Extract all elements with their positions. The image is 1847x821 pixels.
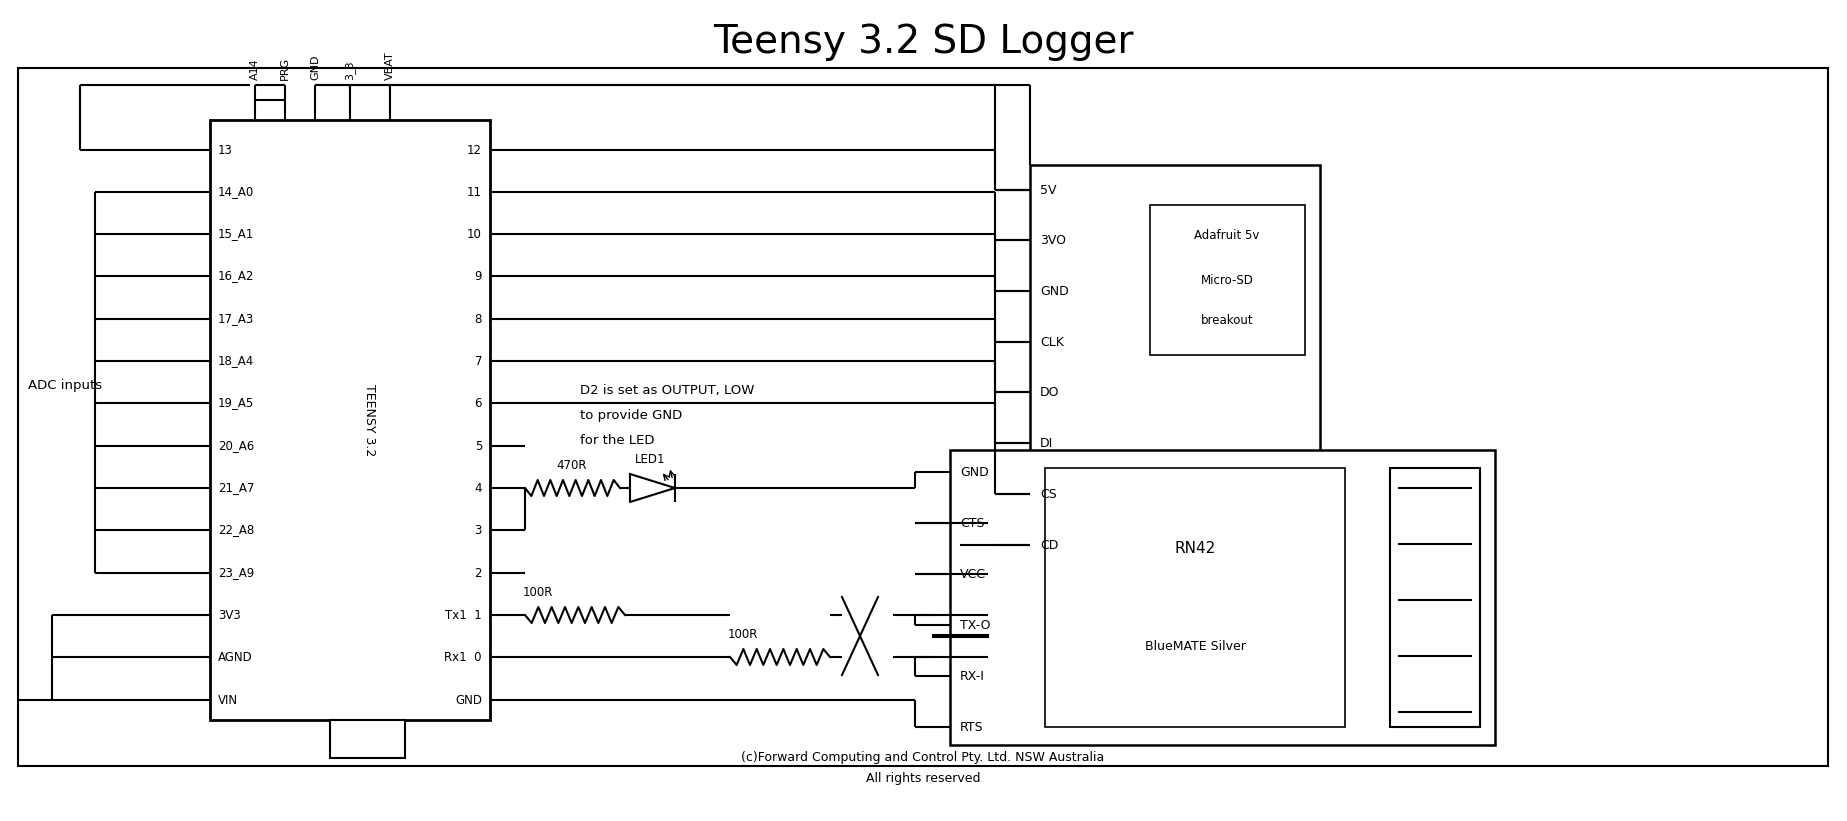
Text: breakout: breakout: [1201, 314, 1254, 327]
Text: 2: 2: [475, 566, 482, 580]
Text: GND: GND: [454, 694, 482, 707]
Bar: [949, 450, 1494, 745]
Text: 100R: 100R: [523, 586, 554, 599]
Text: 18_A4: 18_A4: [218, 355, 255, 368]
Text: to provide GND: to provide GND: [580, 409, 682, 421]
Text: TX-O: TX-O: [960, 618, 990, 631]
Text: 9: 9: [475, 269, 482, 282]
Text: 8: 8: [475, 313, 482, 325]
Text: GND: GND: [310, 54, 320, 80]
Text: 3: 3: [475, 524, 482, 536]
Text: AGND: AGND: [218, 650, 253, 663]
Bar: [331, 720, 404, 758]
Text: 14_A0: 14_A0: [218, 186, 255, 199]
Text: GND: GND: [1040, 285, 1069, 297]
Text: Tx1  1: Tx1 1: [445, 608, 482, 621]
Bar: [1151, 205, 1306, 355]
Text: Teensy 3.2 SD Logger: Teensy 3.2 SD Logger: [713, 23, 1134, 61]
Text: RX-I: RX-I: [960, 669, 984, 682]
Text: 20_A6: 20_A6: [218, 439, 255, 452]
Text: 100R: 100R: [728, 628, 759, 641]
Bar: [211, 120, 489, 720]
Text: RN42: RN42: [1175, 540, 1215, 556]
Text: DO: DO: [1040, 386, 1060, 398]
Text: VIN: VIN: [218, 694, 238, 707]
Text: Micro-SD: Micro-SD: [1201, 273, 1254, 287]
Text: 19_A5: 19_A5: [218, 397, 255, 410]
Text: 4: 4: [475, 481, 482, 494]
Text: 3V3: 3V3: [218, 608, 240, 621]
Text: D2 is set as OUTPUT, LOW: D2 is set as OUTPUT, LOW: [580, 383, 754, 397]
Text: 22_A8: 22_A8: [218, 524, 255, 536]
Text: A14: A14: [249, 58, 260, 80]
Text: ADC inputs: ADC inputs: [28, 378, 102, 392]
Text: 15_A1: 15_A1: [218, 227, 255, 241]
Bar: [1031, 165, 1321, 560]
Text: 10: 10: [467, 227, 482, 241]
Text: VBAT: VBAT: [384, 51, 395, 80]
Text: GND: GND: [960, 466, 988, 479]
Bar: [18, 68, 1829, 766]
Text: Rx1  0: Rx1 0: [445, 650, 482, 663]
Text: CD: CD: [1040, 539, 1058, 552]
Text: CS: CS: [1040, 488, 1056, 501]
Text: BlueMATE Silver: BlueMATE Silver: [1145, 640, 1245, 653]
Text: 6: 6: [475, 397, 482, 410]
Text: 16_A2: 16_A2: [218, 269, 255, 282]
Bar: [1391, 468, 1479, 727]
Text: 5V: 5V: [1040, 184, 1056, 196]
Text: PRG: PRG: [281, 57, 290, 80]
Text: CTS: CTS: [960, 516, 984, 530]
Text: 11: 11: [467, 186, 482, 199]
Text: DI: DI: [1040, 437, 1053, 450]
Bar: [933, 635, 988, 637]
Text: CLK: CLK: [1040, 336, 1064, 348]
Text: 12: 12: [467, 144, 482, 157]
Text: 21_A7: 21_A7: [218, 481, 255, 494]
Bar: [1045, 468, 1345, 727]
Text: for the LED: for the LED: [580, 433, 654, 447]
Text: 23_A9: 23_A9: [218, 566, 255, 580]
Text: 470R: 470R: [556, 459, 587, 472]
Text: LED1: LED1: [635, 453, 665, 466]
Text: 5: 5: [475, 439, 482, 452]
Text: 3_3: 3_3: [345, 61, 355, 80]
Text: VCC: VCC: [960, 567, 986, 580]
Text: 17_A3: 17_A3: [218, 313, 255, 325]
Text: Adafruit 5v: Adafruit 5v: [1195, 228, 1260, 241]
Text: TEENSY 3.2: TEENSY 3.2: [364, 384, 377, 456]
Text: 3VO: 3VO: [1040, 233, 1066, 246]
Text: 13: 13: [218, 144, 233, 157]
Text: 7: 7: [475, 355, 482, 368]
Text: (c)Forward Computing and Control Pty. Ltd. NSW Australia: (c)Forward Computing and Control Pty. Lt…: [741, 750, 1105, 764]
Text: RTS: RTS: [960, 721, 984, 733]
Text: All rights reserved: All rights reserved: [866, 772, 981, 785]
